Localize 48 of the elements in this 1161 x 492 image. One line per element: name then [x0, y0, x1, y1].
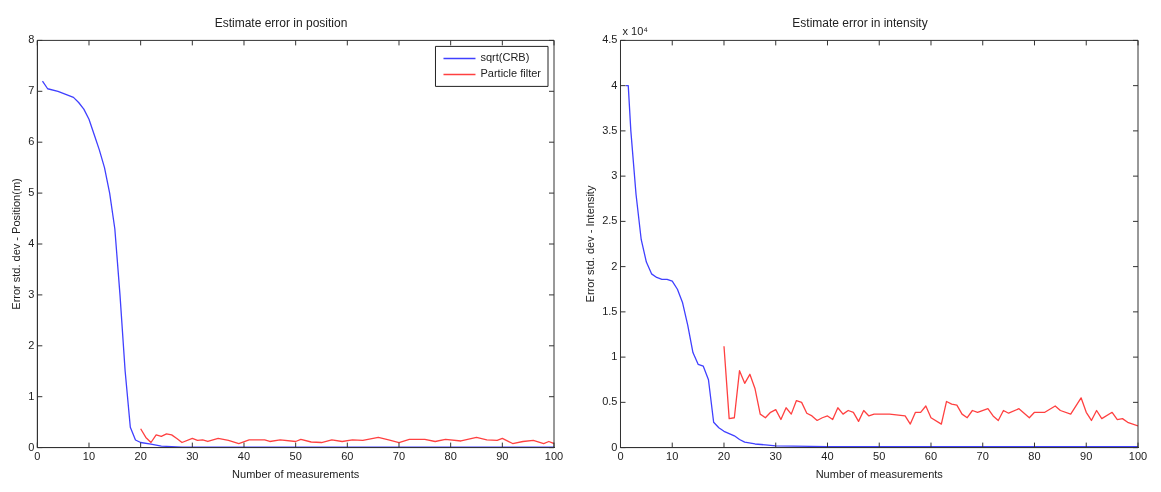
- x-tick-label: 90: [1080, 450, 1093, 463]
- y-tick-label: 2: [611, 259, 618, 272]
- x-tick-label: 10: [82, 450, 96, 463]
- x-tick-label: 100: [1128, 450, 1148, 463]
- y-tick-label: 1: [611, 350, 618, 363]
- x-tick-label: 60: [341, 450, 354, 463]
- legend-label: sqrt(CRB): [480, 51, 530, 64]
- y-tick-label: 2: [28, 338, 35, 351]
- x-tick-label: 80: [1028, 450, 1041, 463]
- y-tick-label: 8: [28, 33, 35, 46]
- x-tick-label: 90: [496, 450, 509, 463]
- legend-label: Particle filter: [480, 67, 542, 80]
- y-axis-title: Error std. dev - Intensity: [583, 185, 596, 303]
- chart-title: Estimate error in intensity: [792, 15, 928, 30]
- y-tick-label: 6: [28, 135, 35, 148]
- x-tick-label: 80: [444, 450, 457, 463]
- x-tick-label: 100: [544, 450, 564, 463]
- y-tick-label: 4: [28, 237, 35, 250]
- chart-title: Estimate error in position: [214, 15, 348, 30]
- y-tick-label: 3.5: [602, 123, 618, 136]
- y-tick-label: 1: [28, 389, 35, 402]
- y-tick-label: 7: [28, 84, 35, 97]
- x-tick-label: 50: [289, 450, 302, 463]
- x-tick-label: 50: [873, 450, 886, 463]
- y-tick-label: 4: [611, 78, 618, 91]
- y-tick-label: 3: [611, 169, 618, 182]
- x-axis-title: Number of measurements: [815, 468, 944, 481]
- x-tick-label: 30: [769, 450, 782, 463]
- x-tick-label: 70: [392, 450, 406, 463]
- x-tick-label: 70: [976, 450, 989, 463]
- x-tick-label: 10: [666, 450, 679, 463]
- text: x 10⁴: [622, 24, 649, 37]
- x-tick-label: 20: [717, 450, 731, 463]
- y-tick-label: 0: [611, 440, 618, 453]
- x-axis-title: Number of measurements: [232, 468, 360, 481]
- y-tick-label: 3: [28, 287, 35, 300]
- y-tick-label: 4.5: [602, 33, 618, 46]
- y-tick-label: 2.5: [602, 214, 618, 227]
- x-tick-label: 40: [237, 450, 251, 463]
- x-tick-label: 30: [186, 450, 199, 463]
- y-tick-label: 5: [28, 186, 35, 199]
- y-tick-label: 0: [28, 440, 35, 453]
- x-tick-label: 20: [134, 450, 147, 463]
- y-axis-title: Error std. dev - Position(m): [9, 178, 22, 310]
- x-tick-label: 60: [924, 450, 938, 463]
- y-tick-label: 0.5: [602, 395, 618, 408]
- y-tick-label: 1.5: [602, 304, 618, 317]
- x-tick-label: 40: [821, 450, 834, 463]
